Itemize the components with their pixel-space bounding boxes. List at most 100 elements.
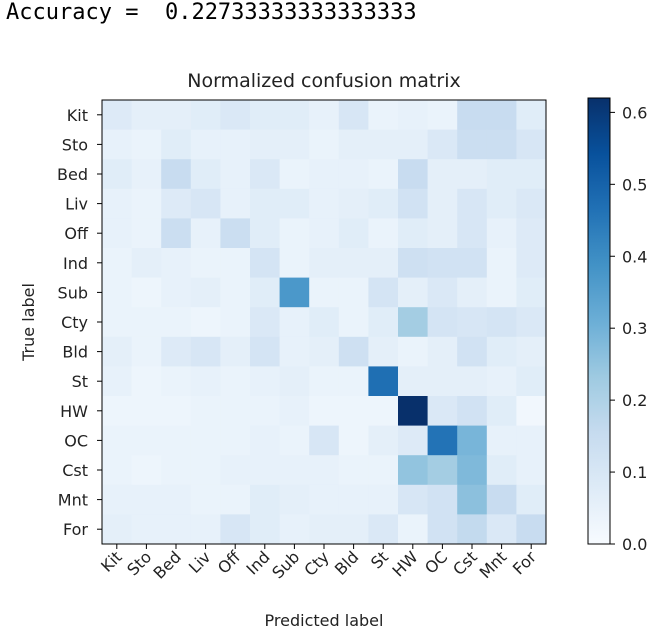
heatmap-cell [220, 336, 251, 367]
colorbar-tick-label: 0.0 [622, 535, 647, 554]
heatmap-cell [190, 336, 221, 367]
heatmap-cell [457, 366, 488, 397]
heatmap-cell [427, 396, 458, 427]
accuracy-value: 0.22733333333333333 [164, 0, 417, 25]
heatmap-cell [486, 425, 517, 456]
heatmap-cell [516, 129, 547, 160]
heatmap-cell [309, 425, 340, 456]
heatmap-cell [279, 514, 310, 545]
heatmap-cell [338, 396, 369, 427]
heatmap-cell [220, 455, 251, 486]
heatmap-cell [220, 514, 251, 545]
heatmap-cell [516, 307, 547, 338]
heatmap-cell [131, 336, 162, 367]
heatmap-cell [398, 425, 429, 456]
heatmap-cell [486, 484, 517, 515]
heatmap-cell [190, 129, 221, 160]
heatmap-cell [368, 218, 399, 249]
y-tick-label: Sub [58, 283, 88, 302]
heatmap-cell [161, 425, 192, 456]
heatmap-cell [220, 159, 251, 190]
x-tick-label: Sub [268, 547, 303, 582]
heatmap-cell [250, 100, 281, 131]
heatmap-cell [457, 307, 488, 338]
heatmap-cell [102, 514, 133, 545]
heatmap-cell [338, 100, 369, 131]
heatmap-cell [131, 129, 162, 160]
heatmap-cell [102, 336, 133, 367]
heatmap-cell [486, 100, 517, 131]
heatmap-cell [486, 277, 517, 308]
heatmap-cell [398, 514, 429, 545]
heatmap-cell [279, 159, 310, 190]
heatmap-cell [131, 277, 162, 308]
heatmap-cell [398, 396, 429, 427]
heatmap-cell [131, 307, 162, 338]
heatmap-cell [516, 366, 547, 397]
heatmap-cell [338, 307, 369, 338]
heatmap-cell [279, 484, 310, 515]
heatmap-cell [398, 366, 429, 397]
y-tick-label: Off [64, 224, 89, 243]
heatmap-cell [457, 129, 488, 160]
x-tick-label: Kit [97, 547, 125, 575]
heatmap-cell [427, 366, 458, 397]
heatmap-cell [131, 100, 162, 131]
heatmap-cell [131, 218, 162, 249]
heatmap-cell [427, 188, 458, 219]
heatmap-cell [131, 455, 162, 486]
heatmap-cell [398, 100, 429, 131]
x-tick-label: Bld [331, 547, 363, 579]
heatmap-cell [338, 248, 369, 279]
heatmap-cell [338, 366, 369, 397]
heatmap-cell [486, 514, 517, 545]
heatmap-cell [279, 248, 310, 279]
heatmap-cell [279, 100, 310, 131]
heatmap-cell [309, 277, 340, 308]
heatmap-cell [250, 484, 281, 515]
heatmap-cell [190, 277, 221, 308]
colorbar-tick-label: 0.6 [622, 103, 647, 122]
chart-title: Normalized confusion matrix [187, 70, 460, 92]
heatmap-cell [102, 425, 133, 456]
heatmap-cell [427, 307, 458, 338]
heatmap-cell [250, 425, 281, 456]
heatmap-cell [457, 425, 488, 456]
heatmap-cell [398, 188, 429, 219]
heatmap-cell [368, 277, 399, 308]
heatmap-cell [338, 129, 369, 160]
heatmap-cell [161, 129, 192, 160]
heatmap-cell [368, 396, 399, 427]
heatmap-cell [220, 188, 251, 219]
heatmap-cell [457, 248, 488, 279]
heatmap-cell [368, 307, 399, 338]
heatmap-cell [427, 484, 458, 515]
x-axis-label: Predicted label [265, 611, 384, 630]
heatmap-cell [486, 396, 517, 427]
heatmap-cell [220, 484, 251, 515]
heatmap-cell [427, 248, 458, 279]
heatmap-cell [250, 248, 281, 279]
heatmap-cell [338, 218, 369, 249]
heatmap-cell [190, 396, 221, 427]
heatmap-cell [516, 396, 547, 427]
heatmap-cell [250, 366, 281, 397]
heatmap-cell [220, 396, 251, 427]
x-tick-label: OC [421, 547, 451, 577]
colorbar-tick-label: 0.2 [622, 391, 647, 410]
y-tick-label: Sto [62, 135, 88, 154]
heatmap-cell [457, 396, 488, 427]
heatmap-cell [102, 188, 133, 219]
heatmap-cell [457, 188, 488, 219]
heatmap-cell [398, 336, 429, 367]
heatmap-cell [220, 425, 251, 456]
heatmap-cell [427, 277, 458, 308]
heatmap-cell [161, 307, 192, 338]
heatmap-cell [161, 277, 192, 308]
x-tick-label: Liv [185, 547, 215, 577]
heatmap-cell [457, 336, 488, 367]
heatmap-cell [220, 129, 251, 160]
heatmap-cell [279, 425, 310, 456]
heatmap-cell [398, 248, 429, 279]
